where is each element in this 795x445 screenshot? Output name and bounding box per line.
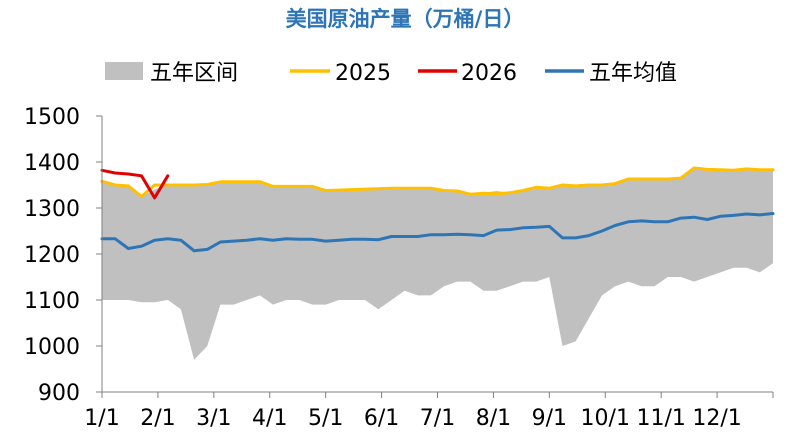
x-tick-label: 1/1 [84,406,119,431]
x-tick-label: 10/1 [581,406,630,431]
series-2025-line [100,166,775,198]
x-tick-label: 6/1 [364,406,399,431]
y-tick-label: 1200 [24,243,80,268]
x-tick-label: 3/1 [196,406,231,431]
x-tick-label: 5/1 [308,406,343,431]
y-tick-label: 1000 [24,335,80,360]
x-tick-label: 9/1 [532,406,567,431]
x-tick-label: 8/1 [476,406,511,431]
y-tick-label: 900 [38,381,80,406]
legend-swatch-range [105,62,143,80]
plot-area [100,166,775,360]
x-axis: 1/1 2/1 3/1 4/1 5/1 6/1 7/1 8/1 9/1 10/1 11/1 12/1 [84,391,774,431]
range-band [102,168,773,360]
x-tick-label: 2/1 [140,406,175,431]
x-tick-label: 11/1 [636,406,685,431]
chart-title: 美国原油产量（万桶/日） [286,7,525,31]
y-tick-label: 1400 [24,151,80,176]
series-avg-line [100,212,775,253]
legend: 五年区间 2025 2026 五年均值 [105,61,677,86]
x-tick-label: 7/1 [420,406,455,431]
y-axis: 900 1000 1100 1200 1300 1400 1500 [24,105,103,406]
x-tick-label: 12/1 [692,406,741,431]
legend-label-2026: 2026 [461,61,517,86]
y-tick-label: 1500 [24,105,80,130]
y-tick-label: 1300 [24,197,80,222]
legend-label-range: 五年区间 [150,61,238,86]
series-2026-line [100,168,170,200]
legend-label-2025: 2025 [335,61,391,86]
x-tick-label: 4/1 [252,406,287,431]
y-tick-label: 1100 [24,289,80,314]
legend-label-avg: 五年均值 [589,61,677,86]
